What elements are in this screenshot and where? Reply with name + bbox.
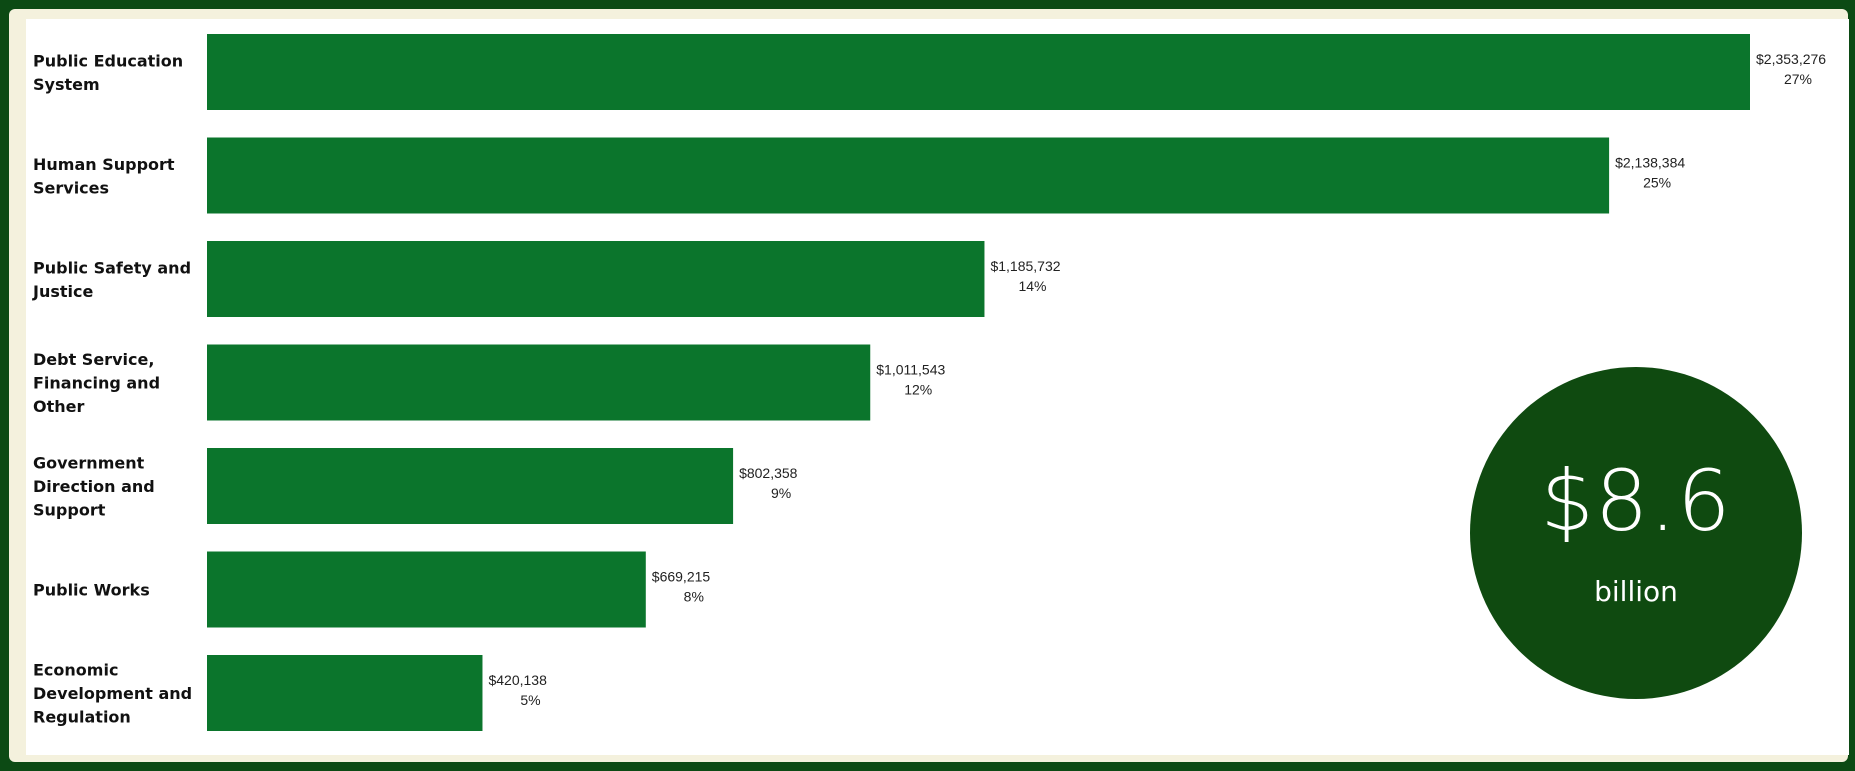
total-unit: billion [1594,575,1678,608]
value-label: $802,358 [739,465,798,481]
total-amount: $8.6 [1540,452,1732,550]
value-label: $2,353,276 [1756,51,1826,67]
percent-label: 8% [684,589,704,605]
category-label: Public Education System [33,51,183,94]
category-label: Public Works [33,581,150,600]
value-label: $669,215 [652,569,711,585]
bar [207,344,871,421]
category-label: Human Support Services [33,155,175,198]
value-label: $2,138,384 [1615,155,1685,171]
bar [207,34,1750,110]
percent-label: 14% [1018,278,1046,294]
bar [207,448,734,524]
category-label: Government Direction and Support [33,454,155,520]
category-label: Public Safety and Justice [32,258,191,301]
value-label: $420,138 [488,672,547,688]
bar [207,655,483,731]
value-label: $1,185,732 [990,258,1060,274]
value-label: $1,011,543 [876,362,945,378]
category-label: Economic Development and Regulation [33,661,192,727]
bar [207,551,646,628]
percent-label: 27% [1784,71,1812,87]
total-budget-badge: $8.6 billion [1470,367,1802,699]
percent-label: 5% [520,692,540,708]
bar [207,241,985,317]
percent-label: 25% [1643,175,1671,191]
bar [207,137,1610,214]
percent-label: 12% [904,382,932,398]
percent-label: 9% [771,485,791,501]
category-label: Debt Service, Financing and Other [33,350,160,416]
